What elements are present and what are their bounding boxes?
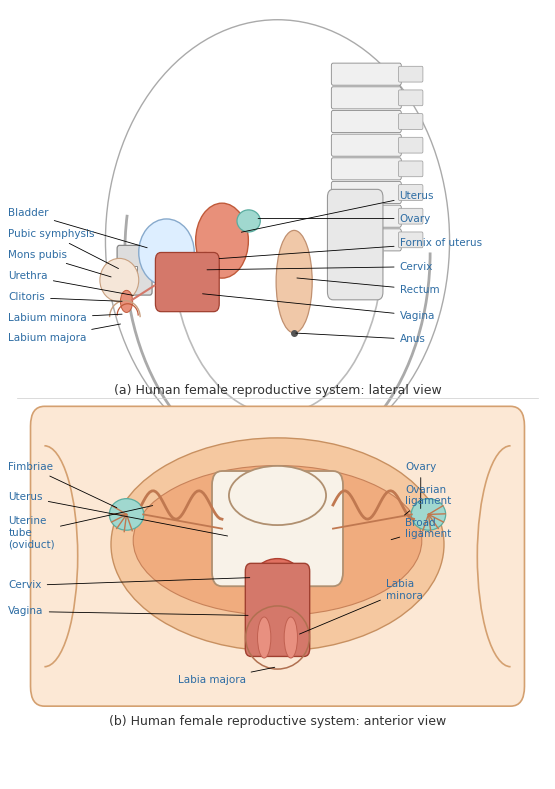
FancyBboxPatch shape — [212, 471, 343, 586]
Text: Labia
minora: Labia minora — [300, 579, 422, 634]
FancyBboxPatch shape — [331, 181, 401, 204]
Ellipse shape — [254, 559, 301, 596]
Text: Uterus: Uterus — [8, 492, 228, 536]
Text: Pubic symphysis: Pubic symphysis — [8, 230, 119, 268]
Ellipse shape — [109, 499, 144, 530]
FancyBboxPatch shape — [398, 90, 423, 106]
Text: Cervix: Cervix — [8, 578, 250, 590]
FancyBboxPatch shape — [331, 229, 401, 251]
FancyBboxPatch shape — [331, 134, 401, 156]
FancyBboxPatch shape — [331, 110, 401, 133]
Ellipse shape — [276, 230, 312, 333]
Ellipse shape — [139, 219, 194, 286]
FancyBboxPatch shape — [398, 208, 423, 224]
Text: Uterus: Uterus — [241, 191, 434, 232]
Text: Vagina: Vagina — [203, 294, 435, 320]
Ellipse shape — [111, 438, 444, 651]
FancyBboxPatch shape — [398, 185, 423, 200]
Ellipse shape — [229, 466, 326, 525]
Ellipse shape — [258, 617, 271, 658]
Ellipse shape — [100, 258, 139, 301]
FancyBboxPatch shape — [398, 114, 423, 129]
Text: Labium minora: Labium minora — [8, 313, 122, 323]
Text: Bladder: Bladder — [8, 208, 147, 248]
Ellipse shape — [120, 290, 133, 312]
FancyBboxPatch shape — [331, 158, 401, 180]
FancyBboxPatch shape — [31, 406, 524, 706]
Text: Ovarian
ligament: Ovarian ligament — [405, 484, 451, 515]
Ellipse shape — [237, 210, 260, 232]
Ellipse shape — [133, 466, 422, 615]
FancyBboxPatch shape — [245, 563, 310, 656]
Text: Vagina: Vagina — [8, 607, 248, 616]
Text: Urethra: Urethra — [8, 271, 133, 295]
Text: Rectum: Rectum — [297, 278, 439, 294]
Ellipse shape — [411, 499, 446, 530]
FancyBboxPatch shape — [155, 252, 219, 312]
FancyBboxPatch shape — [117, 245, 152, 295]
FancyBboxPatch shape — [331, 63, 401, 85]
FancyBboxPatch shape — [331, 205, 401, 227]
Text: Uterine
tube
(oviduct): Uterine tube (oviduct) — [8, 506, 153, 549]
Text: Mons pubis: Mons pubis — [8, 250, 111, 277]
Ellipse shape — [195, 204, 249, 279]
Text: Anus: Anus — [296, 333, 426, 344]
Ellipse shape — [284, 617, 297, 658]
Text: Clitoris: Clitoris — [8, 293, 122, 302]
Text: Ovary: Ovary — [405, 462, 436, 508]
Text: Broad
ligament: Broad ligament — [391, 518, 451, 540]
FancyBboxPatch shape — [327, 189, 383, 300]
Text: Labium majora: Labium majora — [8, 324, 120, 342]
Text: Labia majora: Labia majora — [178, 667, 275, 685]
Text: (b) Human female reproductive system: anterior view: (b) Human female reproductive system: an… — [109, 716, 446, 728]
Text: Ovary: Ovary — [258, 214, 431, 223]
Text: Fimbriae: Fimbriae — [8, 462, 117, 507]
Text: Cervix: Cervix — [207, 262, 433, 271]
Text: Fornix of uterus: Fornix of uterus — [219, 238, 482, 259]
Text: (a) Human female reproductive system: lateral view: (a) Human female reproductive system: la… — [114, 384, 441, 397]
Bar — [123, 266, 137, 286]
FancyBboxPatch shape — [398, 66, 423, 82]
Ellipse shape — [191, 252, 219, 284]
FancyBboxPatch shape — [398, 161, 423, 177]
FancyBboxPatch shape — [331, 87, 401, 109]
FancyBboxPatch shape — [398, 137, 423, 153]
Ellipse shape — [105, 20, 450, 462]
FancyBboxPatch shape — [398, 232, 423, 248]
